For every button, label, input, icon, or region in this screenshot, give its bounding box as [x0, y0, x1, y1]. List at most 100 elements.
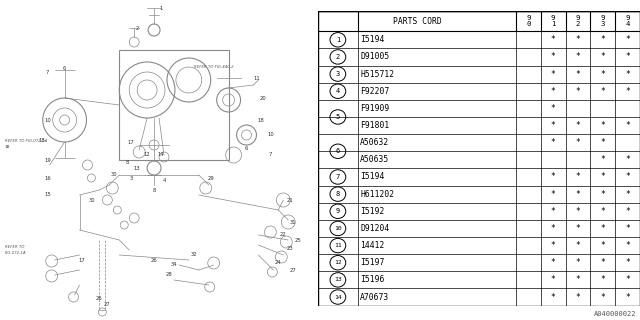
Text: 30: 30: [111, 172, 118, 178]
Text: 11: 11: [334, 243, 342, 248]
Text: 19: 19: [44, 157, 51, 163]
Text: 16: 16: [44, 175, 51, 180]
Text: *: *: [625, 155, 630, 164]
Text: 24: 24: [275, 260, 282, 265]
Text: D91005: D91005: [360, 52, 390, 61]
Text: 7: 7: [269, 153, 272, 157]
Text: FIG.072-1A: FIG.072-1A: [5, 251, 27, 255]
Text: *: *: [551, 258, 556, 267]
Text: *: *: [600, 35, 605, 44]
Text: 10: 10: [267, 132, 274, 138]
Text: *: *: [600, 276, 605, 284]
Text: 14412: 14412: [360, 241, 385, 250]
Text: *: *: [551, 87, 556, 96]
Text: 4: 4: [336, 88, 340, 94]
Text: *: *: [575, 87, 580, 96]
Text: 21: 21: [287, 197, 294, 203]
Text: 1: 1: [159, 5, 163, 11]
Text: *: *: [625, 241, 630, 250]
Text: 9: 9: [336, 208, 340, 214]
Text: 20: 20: [260, 95, 267, 100]
Text: 6: 6: [63, 66, 67, 70]
Text: REFER TO FIG.440-2: REFER TO FIG.440-2: [194, 65, 234, 69]
Text: *: *: [625, 224, 630, 233]
Text: A040000022: A040000022: [595, 311, 637, 317]
Text: *: *: [575, 172, 580, 181]
Text: *: *: [600, 292, 605, 301]
Text: *: *: [575, 276, 580, 284]
Text: 13: 13: [334, 277, 342, 282]
Text: *: *: [551, 190, 556, 199]
Text: *: *: [551, 121, 556, 130]
Text: 14: 14: [157, 153, 164, 157]
Text: I5194: I5194: [360, 35, 385, 44]
Text: *: *: [625, 52, 630, 61]
Text: *: *: [625, 258, 630, 267]
Text: 22: 22: [280, 233, 287, 237]
Text: 30: 30: [88, 197, 95, 203]
Text: F91801: F91801: [360, 121, 390, 130]
Text: *: *: [575, 35, 580, 44]
Text: 23: 23: [287, 245, 294, 251]
Text: 26: 26: [150, 258, 157, 262]
Text: A50632: A50632: [360, 138, 390, 147]
Text: *: *: [600, 69, 605, 79]
Text: H515712: H515712: [360, 69, 394, 79]
Text: 6: 6: [245, 146, 248, 150]
Text: 7: 7: [336, 174, 340, 180]
Text: 26: 26: [96, 295, 103, 300]
Text: *: *: [551, 276, 556, 284]
Text: 12: 12: [144, 153, 150, 157]
Text: F91909: F91909: [360, 104, 390, 113]
Text: *: *: [600, 258, 605, 267]
Text: *: *: [551, 104, 556, 113]
Text: 4: 4: [163, 178, 166, 182]
Text: 9
3: 9 3: [600, 15, 605, 27]
Text: *: *: [600, 87, 605, 96]
Text: *: *: [575, 69, 580, 79]
Text: 18: 18: [257, 117, 264, 123]
Text: 34: 34: [171, 262, 177, 268]
Text: 9
0: 9 0: [526, 15, 531, 27]
Text: 17: 17: [128, 140, 134, 145]
Text: A50635: A50635: [360, 155, 390, 164]
Text: A70673: A70673: [360, 292, 390, 301]
Text: *: *: [575, 292, 580, 301]
Text: H611202: H611202: [360, 190, 394, 199]
Text: *: *: [600, 207, 605, 216]
Text: *: *: [600, 121, 605, 130]
Text: *: *: [625, 207, 630, 216]
Text: 18: 18: [5, 145, 10, 149]
Text: I5194: I5194: [360, 172, 385, 181]
Text: 32: 32: [191, 252, 197, 258]
Text: D91204: D91204: [360, 224, 390, 233]
Text: *: *: [625, 172, 630, 181]
Text: 28: 28: [166, 273, 172, 277]
Text: *: *: [551, 172, 556, 181]
Text: *: *: [600, 138, 605, 147]
Text: *: *: [600, 172, 605, 181]
Text: 6: 6: [336, 148, 340, 154]
Text: *: *: [551, 292, 556, 301]
Text: *: *: [625, 292, 630, 301]
Text: I5192: I5192: [360, 207, 385, 216]
Text: *: *: [575, 121, 580, 130]
Text: 27: 27: [290, 268, 296, 273]
Text: *: *: [575, 241, 580, 250]
Text: *: *: [575, 138, 580, 147]
Text: *: *: [551, 52, 556, 61]
Text: 9
1: 9 1: [551, 15, 556, 27]
Text: *: *: [600, 190, 605, 199]
Text: *: *: [551, 224, 556, 233]
Text: 29: 29: [207, 175, 214, 180]
Text: I5196: I5196: [360, 276, 385, 284]
Text: 13: 13: [134, 165, 141, 171]
Text: PARTS CORD: PARTS CORD: [393, 17, 442, 26]
Text: 10: 10: [334, 226, 342, 231]
Text: REFER TO FIG.072-1A: REFER TO FIG.072-1A: [5, 139, 47, 143]
Text: 8: 8: [152, 188, 156, 193]
Text: 18: 18: [38, 138, 45, 142]
Text: 8: 8: [336, 191, 340, 197]
Text: *: *: [551, 138, 556, 147]
Text: 2: 2: [136, 26, 139, 30]
